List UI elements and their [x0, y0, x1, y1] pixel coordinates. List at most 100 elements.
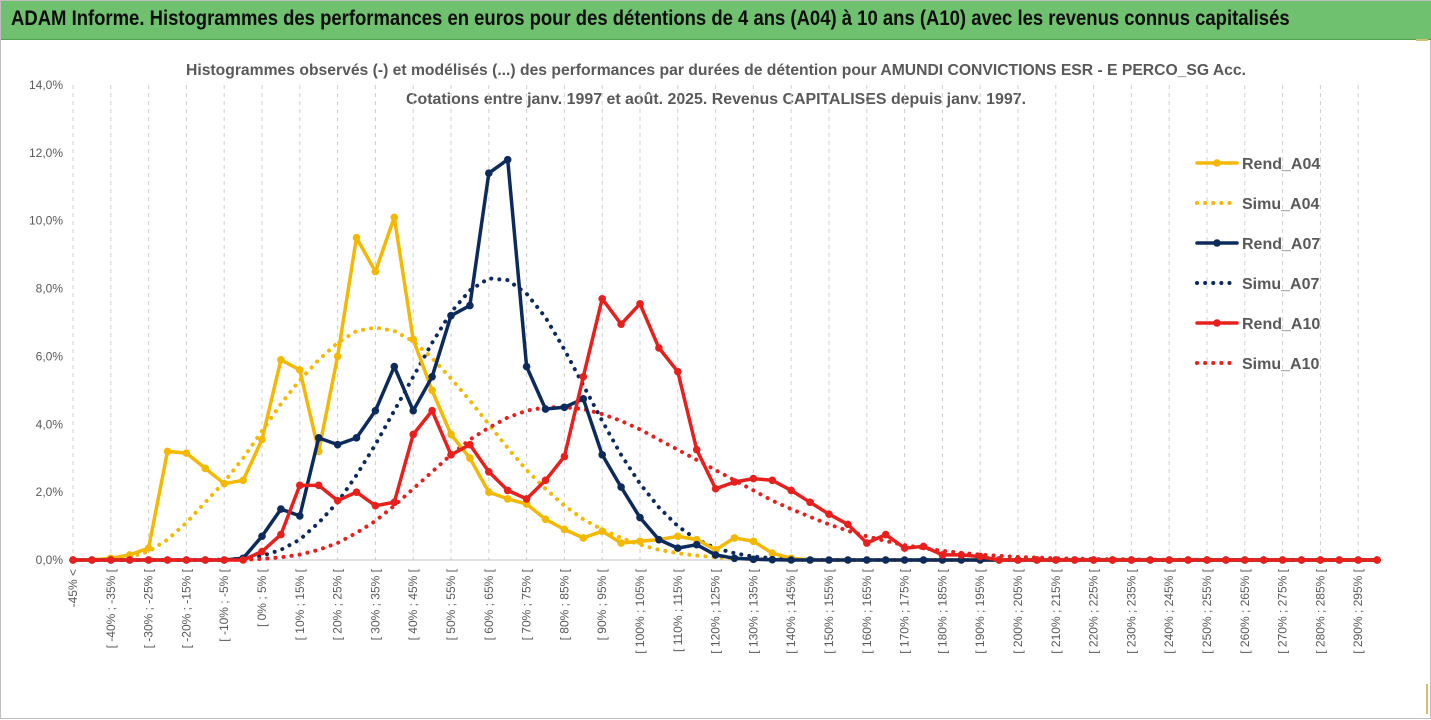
data-point-rend_a10: [1259, 556, 1268, 564]
x-tick-label: [ 50% ; 55% [: [444, 568, 458, 640]
data-point-rend_a10: [277, 530, 285, 539]
banner-title: ADAM Informe. Histogrammes des performan…: [11, 7, 1290, 30]
data-point-rend_a10: [1033, 556, 1041, 564]
data-point-rend_a10: [636, 300, 644, 308]
data-point-rend_a07: [466, 301, 474, 310]
data-point-rend_a07: [674, 544, 682, 552]
data-point-rend_a07: [749, 555, 758, 564]
data-point-rend_a10: [1089, 556, 1098, 564]
data-point-rend_a07: [692, 540, 701, 549]
x-tick-label: [ 230% ; 235% [: [1124, 568, 1138, 653]
series-line-simu_a10: [71, 405, 1380, 562]
data-point-rend_a07: [825, 556, 833, 564]
data-point-rend_a04: [466, 454, 474, 463]
data-point-rend_a10: [88, 556, 96, 564]
x-tick-label: [ 0% ; 5% [: [255, 568, 269, 627]
data-point-rend_a07: [447, 311, 455, 320]
banner: ADAM Informe. Histogrammes des performan…: [1, 1, 1431, 40]
legend-label-simu_a04: Simu_A04: [1242, 196, 1319, 213]
x-axis: -45% < [ -40% ; -35% [[ -30% ; -25% [[ -2…: [66, 559, 1382, 654]
legend: Rend_A04 Simu_A04 Rend_A07 Simu_A07 Rend_A10…: [1195, 156, 1320, 373]
x-tick-label: [ 40% ; 45% [: [406, 568, 420, 640]
x-tick-label: [ 60% ; 65% [: [482, 568, 496, 640]
x-tick-label: [ 110% ; 115% [: [671, 568, 685, 652]
data-point-rend_a07: [352, 434, 361, 442]
data-point-rend_a10: [1354, 556, 1362, 564]
data-point-rend_a07: [730, 554, 739, 563]
data-point-rend_a10: [1184, 556, 1192, 564]
data-point-rend_a10: [768, 476, 777, 485]
data-point-rend_a10: [957, 551, 966, 559]
data-point-rend_a04: [579, 534, 588, 542]
x-tick-label: [ 100% ; 105% [: [633, 568, 647, 653]
data-point-rend_a10: [711, 484, 720, 493]
data-point-rend_a10: [730, 478, 739, 486]
data-point-rend_a07: [560, 403, 569, 412]
data-point-rend_a07: [314, 434, 323, 442]
data-point-rend_a04: [239, 476, 247, 485]
data-point-rend_a07: [485, 169, 493, 178]
data-point-rend_a10: [352, 488, 361, 496]
data-point-rend_a07: [919, 556, 928, 564]
data-point-rend_a07: [541, 405, 550, 413]
x-tick-label: [ 290% ; 295% [: [1351, 568, 1365, 653]
data-point-rend_a07: [806, 556, 814, 564]
x-tick-label: [ 20% ; 25% [: [331, 568, 345, 640]
x-tick-label: [ 200% ; 205% [: [1011, 568, 1025, 653]
x-tick-label: [ 220% ; 225% [: [1087, 568, 1101, 653]
data-point-rend_a07: [636, 513, 644, 522]
data-point-rend_a10: [1222, 556, 1230, 564]
data-point-rend_a04: [541, 515, 550, 524]
y-tick-label: 10,0%: [29, 214, 63, 228]
legend-marker: [1213, 319, 1221, 327]
data-point-rend_a10: [900, 544, 909, 552]
data-point-rend_a10: [749, 474, 758, 483]
data-point-rend_a04: [730, 534, 739, 542]
chart-title: Histogrammes observés (-) et modélisés (…: [186, 62, 1246, 79]
x-tick-label: [ 130% ; 135% [: [746, 568, 760, 653]
data-point-rend_a10: [201, 556, 210, 564]
data-point-rend_a10: [69, 556, 77, 564]
series-line-simu_a07: [71, 276, 1380, 562]
data-point-rend_a10: [220, 556, 228, 564]
data-point-rend_a10: [881, 530, 890, 539]
data-point-rend_a04: [163, 447, 172, 456]
data-point-rend_a04: [296, 366, 304, 374]
data-point-rend_a10: [844, 520, 852, 529]
x-tick-label: [ 120% ; 125% [: [709, 568, 723, 653]
x-tick-label: [ 150% ; 155% [: [822, 568, 836, 653]
data-point-rend_a10: [541, 476, 550, 485]
data-point-rend_a10: [258, 547, 266, 556]
corner-marker-bottom-right: [1426, 684, 1428, 714]
y-tick-label: 2,0%: [36, 485, 64, 499]
x-tick-label: [ 240% ; 245% [: [1162, 568, 1176, 653]
data-point-rend_a07: [863, 556, 871, 564]
data-point-rend_a10: [787, 486, 795, 495]
data-point-rend_a04: [768, 549, 777, 558]
data-point-rend_a10: [466, 440, 474, 449]
data-point-rend_a07: [409, 406, 418, 415]
x-tick-label: [ 260% ; 265% [: [1238, 568, 1252, 653]
data-point-rend_a10: [976, 552, 984, 561]
legend-label-rend_a04: Rend_A04: [1242, 156, 1320, 173]
data-point-rend_a10: [107, 556, 115, 564]
data-point-rend_a10: [522, 495, 531, 503]
data-point-rend_a10: [314, 481, 323, 490]
data-point-rend_a10: [938, 551, 947, 559]
data-point-rend_a10: [655, 344, 663, 352]
x-tick-label: [ 160% ; 165% [: [860, 568, 874, 653]
data-point-rend_a07: [900, 556, 909, 564]
data-point-rend_a10: [863, 539, 871, 547]
data-point-rend_a04: [428, 386, 436, 395]
data-point-rend_a07: [768, 555, 777, 564]
data-point-rend_a07: [655, 535, 663, 544]
x-tick-label: [ 190% ; 195% [: [973, 568, 987, 653]
x-tick-label: [ 250% ; 255% [: [1200, 568, 1214, 653]
data-point-rend_a10: [428, 406, 436, 415]
legend-marker: [1213, 159, 1221, 167]
data-point-rend_a10: [1241, 556, 1249, 564]
data-point-rend_a07: [333, 440, 342, 449]
data-point-rend_a10: [1014, 556, 1022, 564]
